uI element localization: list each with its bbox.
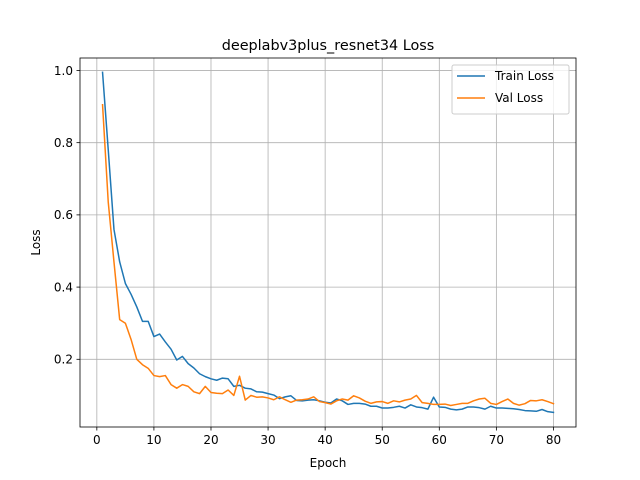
legend-label-val-loss: Val Loss (495, 91, 543, 105)
legend-box (451, 64, 570, 115)
x-tick-label: 20 (203, 433, 218, 447)
chart-title: deeplabv3plus_resnet34 Loss (222, 38, 435, 54)
x-tick-label: 50 (375, 433, 390, 447)
series-layer (101, 71, 555, 414)
y-tick-label: 0.8 (54, 136, 73, 150)
x-tick-label: 40 (318, 433, 333, 447)
y-tick-label: 0.2 (54, 353, 73, 367)
y-tick-label: 1.0 (54, 64, 73, 78)
legend-label-train-loss: Train Loss (494, 69, 554, 83)
x-axis-label: Epoch (310, 456, 347, 470)
ticks-layer: 0 10 20 30 40 50 60 70 80 0.2 0.4 0.6 0.8 1.0 (54, 64, 561, 447)
x-tick-label: 70 (489, 433, 504, 447)
series-line-val-loss (101, 103, 555, 407)
x-tick-label: 30 (260, 433, 275, 447)
x-tick-label: 80 (546, 433, 561, 447)
x-tick-label: 60 (432, 433, 447, 447)
series-line-train-loss (101, 71, 555, 414)
y-tick-label: 0.6 (54, 208, 73, 222)
y-tick-label: 0.4 (54, 280, 73, 294)
plot-area-frame (79, 57, 577, 428)
x-tick-label: 0 (93, 433, 101, 447)
y-axis-label: Loss (29, 229, 43, 255)
x-tick-label: 10 (146, 433, 161, 447)
legend: Train Loss Val Loss (451, 64, 570, 115)
